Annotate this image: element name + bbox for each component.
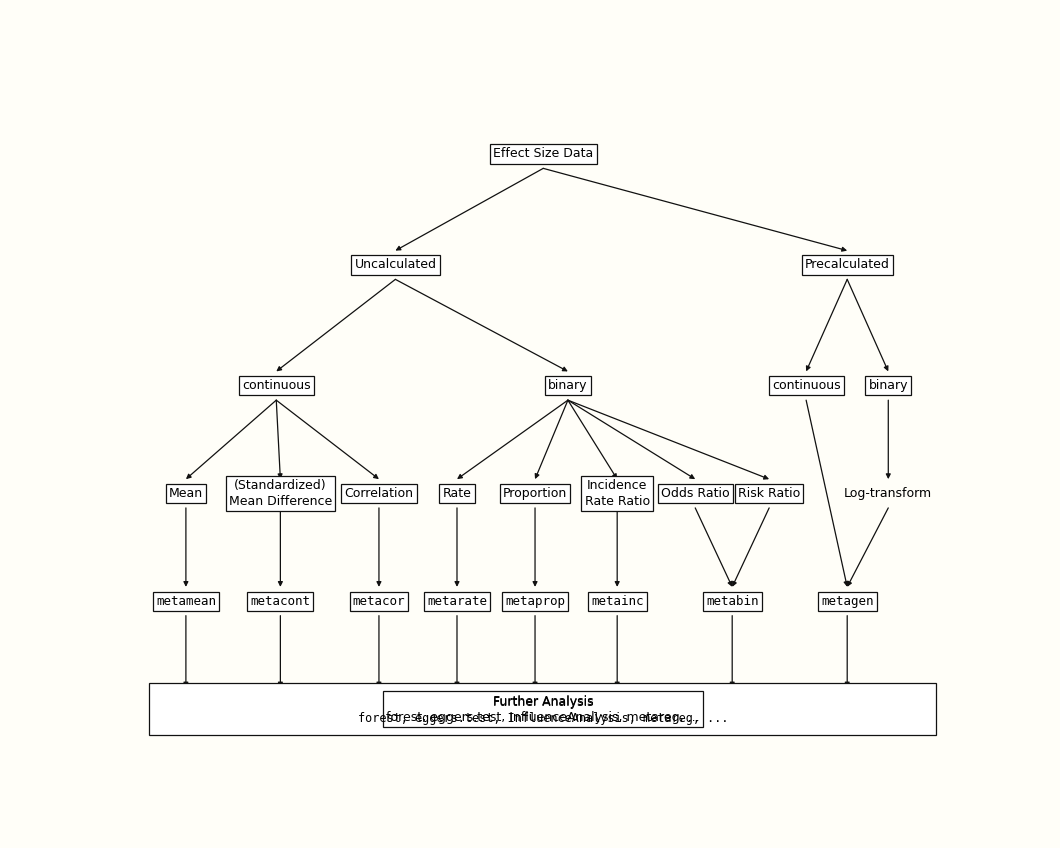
Text: metainc: metainc	[590, 594, 643, 608]
FancyBboxPatch shape	[148, 683, 936, 735]
Text: metacont: metacont	[250, 594, 311, 608]
Text: metacor: metacor	[353, 594, 405, 608]
Text: metarate: metarate	[427, 594, 487, 608]
Text: Odds Ratio: Odds Ratio	[661, 487, 729, 500]
Text: Correlation: Correlation	[344, 487, 413, 500]
Text: binary: binary	[548, 379, 587, 393]
Text: Rate: Rate	[443, 487, 472, 500]
Text: binary: binary	[868, 379, 908, 393]
Text: metamean: metamean	[156, 594, 216, 608]
Text: Further Analysis: Further Analysis	[493, 696, 594, 709]
Text: continuous: continuous	[772, 379, 841, 393]
Text: metabin: metabin	[706, 594, 759, 608]
Text: Further Analysis
forest, eggers.test, InfluenceAnalysis, metareg, ...: Further Analysis forest, eggers.test, In…	[387, 695, 700, 723]
Text: continuous: continuous	[242, 379, 311, 393]
Text: Uncalculated: Uncalculated	[354, 259, 437, 271]
Text: (Standardized)
Mean Difference: (Standardized) Mean Difference	[229, 479, 332, 508]
Text: Incidence
Rate Ratio: Incidence Rate Ratio	[585, 479, 650, 508]
Text: Risk Ratio: Risk Ratio	[738, 487, 800, 500]
Text: Proportion: Proportion	[502, 487, 567, 500]
Text: metagen: metagen	[820, 594, 873, 608]
Text: Precalculated: Precalculated	[805, 259, 889, 271]
Text: metaprop: metaprop	[505, 594, 565, 608]
Text: Log-transform: Log-transform	[844, 487, 933, 500]
Text: forest, eggers.test, InfluenceAnalysis, metareg, ...: forest, eggers.test, InfluenceAnalysis, …	[358, 712, 728, 725]
Text: Mean: Mean	[169, 487, 202, 500]
Text: Effect Size Data: Effect Size Data	[493, 148, 594, 160]
